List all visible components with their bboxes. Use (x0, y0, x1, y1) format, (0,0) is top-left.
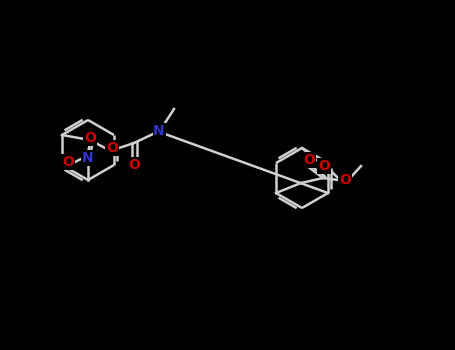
Text: O: O (339, 173, 351, 187)
Text: O: O (62, 155, 74, 169)
Text: O: O (318, 159, 330, 173)
Text: O: O (84, 131, 96, 145)
Text: O: O (303, 153, 315, 167)
Text: N: N (82, 151, 94, 165)
Text: N: N (153, 124, 165, 138)
Text: O: O (106, 141, 118, 155)
Text: O: O (128, 158, 140, 172)
